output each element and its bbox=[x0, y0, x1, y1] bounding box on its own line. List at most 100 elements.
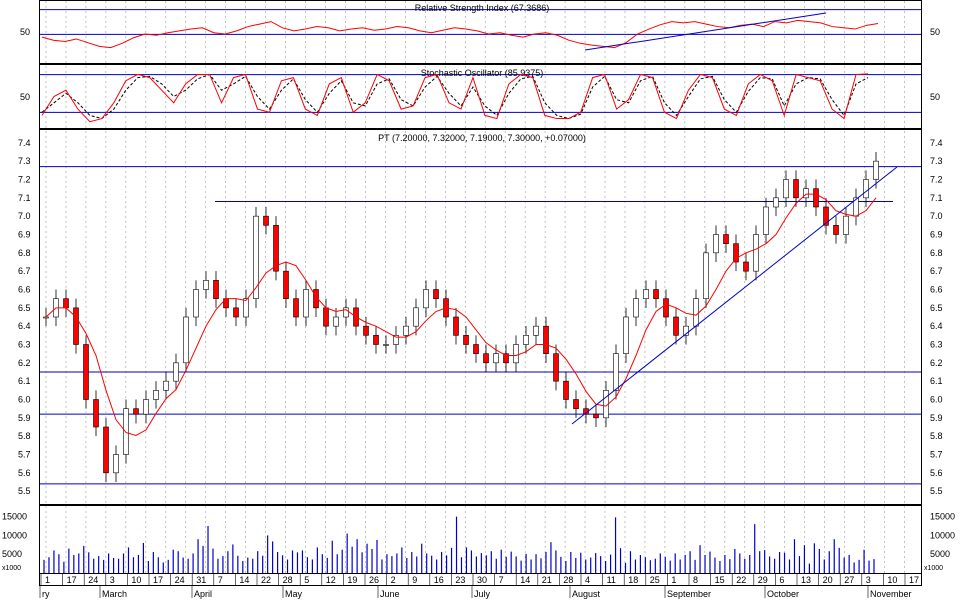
candle bbox=[473, 344, 479, 354]
price-tick-right: 6.1 bbox=[930, 376, 943, 386]
price-tick-right: 6.3 bbox=[930, 340, 943, 350]
price-tick-right: 5.7 bbox=[930, 450, 943, 460]
volume-series bbox=[43, 516, 875, 573]
candle bbox=[43, 316, 49, 319]
day-tick-label: 2 bbox=[391, 575, 396, 585]
date-axis bbox=[39, 573, 922, 586]
day-tick-label: 14 bbox=[520, 575, 530, 585]
price-tick-left: 6.8 bbox=[18, 248, 31, 258]
candle bbox=[343, 307, 349, 318]
price-tick-left: 6.0 bbox=[18, 395, 31, 405]
price-tick-left: 7.4 bbox=[18, 138, 31, 148]
price-tick-left: 6.6 bbox=[18, 285, 31, 295]
price-tick-left: 6.1 bbox=[18, 376, 31, 386]
rsi-title: Relative Strength Index (67.3686) bbox=[415, 3, 550, 13]
month-label: September bbox=[667, 589, 711, 599]
candle bbox=[133, 408, 139, 415]
candle bbox=[83, 344, 89, 400]
price-tick-left: 7.0 bbox=[18, 211, 31, 221]
day-tick-label: 6 bbox=[779, 575, 784, 585]
price-tick-right: 7.0 bbox=[930, 211, 943, 221]
price-tick-right: 6.8 bbox=[930, 248, 943, 258]
rsi-line bbox=[41, 19, 879, 49]
candle bbox=[733, 243, 739, 263]
candle bbox=[153, 390, 159, 400]
reference-lines bbox=[40, 9, 921, 485]
day-tick-label: 23 bbox=[455, 575, 465, 585]
price-tick-right: 6.2 bbox=[930, 358, 943, 368]
price-tick-right: 6.4 bbox=[930, 321, 943, 331]
month-label: March bbox=[102, 589, 127, 599]
candle bbox=[203, 280, 209, 290]
price-tick-right: 6.7 bbox=[930, 266, 943, 276]
price-title: PT (7.20000, 7.32000, 7.19000, 7.30000, … bbox=[378, 133, 586, 143]
candle bbox=[463, 335, 469, 345]
price-tick-left: 6.4 bbox=[18, 321, 31, 331]
candle bbox=[293, 298, 299, 318]
stoch-level-right: 50 bbox=[930, 92, 940, 102]
candle bbox=[543, 325, 549, 354]
price-tick-right: 7.4 bbox=[930, 138, 943, 148]
day-tick-label: 22 bbox=[736, 575, 746, 585]
rsi-series bbox=[41, 19, 879, 49]
day-tick-label: 10 bbox=[887, 575, 897, 585]
candle bbox=[413, 307, 419, 327]
candle bbox=[73, 307, 79, 345]
price-tick-left: 7.1 bbox=[18, 193, 31, 203]
candle bbox=[643, 289, 649, 299]
candle bbox=[173, 362, 179, 382]
month-label: October bbox=[767, 589, 799, 599]
rsi-level-left: 50 bbox=[20, 27, 30, 37]
price-tick-left: 5.6 bbox=[18, 468, 31, 478]
price-tick-right: 5.5 bbox=[930, 486, 943, 496]
price-tick-right: 6.5 bbox=[930, 303, 943, 313]
day-tick-label: 17 bbox=[909, 575, 919, 585]
candle bbox=[633, 298, 639, 318]
price-tick-right: 6.6 bbox=[930, 285, 943, 295]
day-tick-label: 18 bbox=[628, 575, 638, 585]
candle bbox=[613, 353, 619, 391]
day-tick-label: 28 bbox=[283, 575, 293, 585]
candle bbox=[833, 225, 839, 235]
day-tick-label: 8 bbox=[693, 575, 698, 585]
month-label: July bbox=[474, 589, 491, 599]
candle bbox=[193, 289, 199, 318]
month-label: May bbox=[285, 589, 303, 599]
day-tick-label: 1 bbox=[671, 575, 676, 585]
candle bbox=[453, 316, 459, 336]
price-tick-right: 6.0 bbox=[930, 395, 943, 405]
candle bbox=[713, 234, 719, 254]
candle bbox=[313, 289, 319, 309]
candle bbox=[873, 160, 879, 180]
candle bbox=[113, 454, 119, 474]
candle bbox=[403, 325, 409, 336]
candle bbox=[323, 307, 329, 327]
stoch-title: Stochastic Oscillator (85.9375) bbox=[421, 68, 544, 78]
price-tick-left: 5.9 bbox=[18, 413, 31, 423]
candle bbox=[773, 197, 779, 208]
month-label: August bbox=[572, 589, 601, 599]
price-trendline bbox=[571, 166, 898, 425]
rsi-level-right: 50 bbox=[930, 27, 940, 37]
price-tick-right: 6.9 bbox=[930, 230, 943, 240]
month-label: June bbox=[380, 589, 400, 599]
candle bbox=[123, 408, 129, 455]
candle bbox=[163, 380, 169, 391]
candle bbox=[363, 325, 369, 336]
rsi-trendline bbox=[584, 12, 827, 51]
candle bbox=[143, 399, 149, 415]
candle bbox=[763, 206, 769, 235]
stoch-level-left: 50 bbox=[20, 92, 30, 102]
price-panel bbox=[39, 129, 922, 505]
volume-tick-left: 10000 bbox=[2, 530, 27, 540]
candle bbox=[383, 344, 389, 346]
candle bbox=[533, 325, 539, 336]
volume-multiplier-left: x1000 bbox=[2, 565, 21, 572]
moving-average-line bbox=[45, 193, 877, 436]
candle bbox=[573, 399, 579, 409]
day-tick-label: 30 bbox=[477, 575, 487, 585]
day-tick-label: 9 bbox=[412, 575, 417, 585]
day-tick-label: 13 bbox=[801, 575, 811, 585]
day-tick-label: 20 bbox=[823, 575, 833, 585]
volume-tick-left: 15000 bbox=[2, 512, 27, 522]
